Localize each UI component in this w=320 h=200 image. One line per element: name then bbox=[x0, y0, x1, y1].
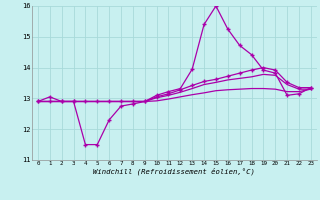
X-axis label: Windchill (Refroidissement éolien,°C): Windchill (Refroidissement éolien,°C) bbox=[93, 168, 255, 175]
